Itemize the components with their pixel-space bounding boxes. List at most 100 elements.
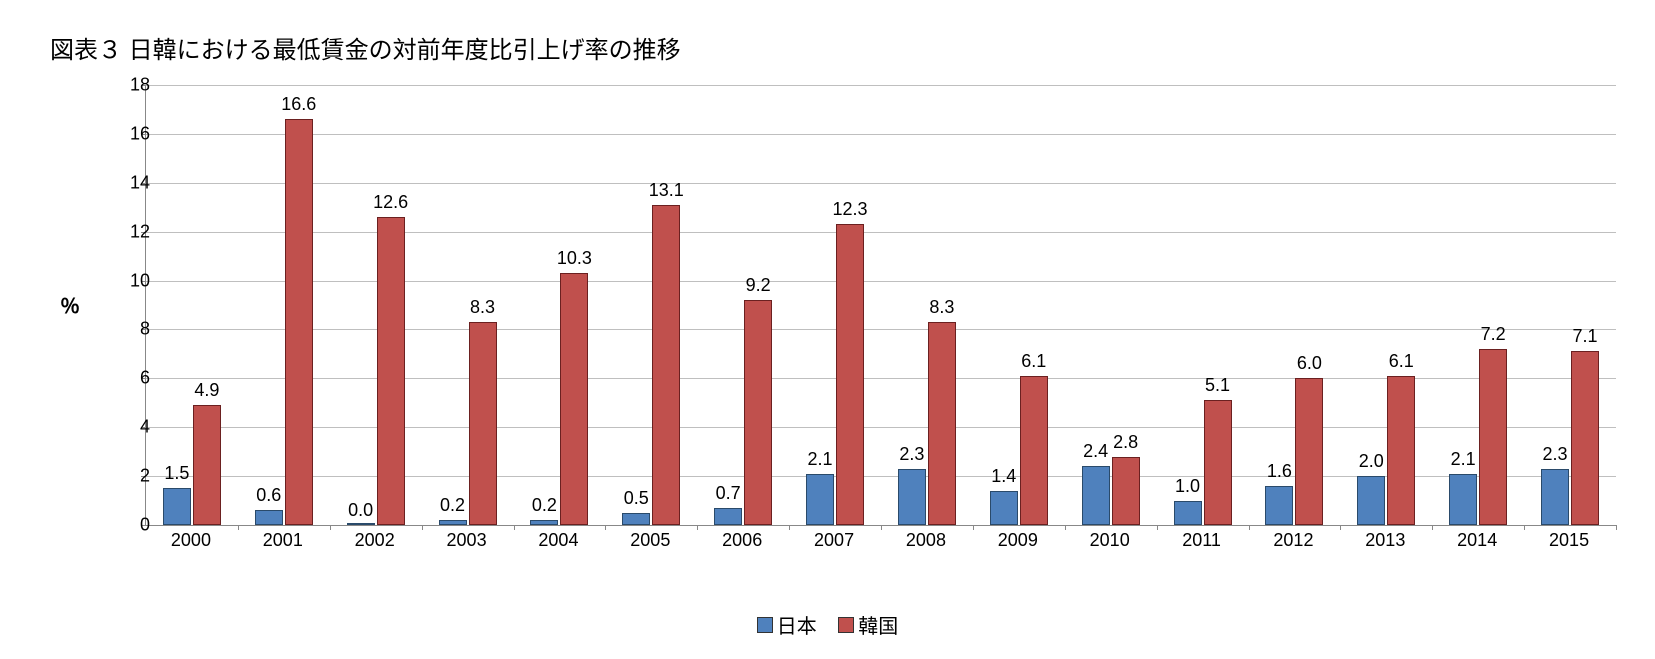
bar-korea: [469, 322, 497, 525]
legend: 日本 韓国: [30, 610, 1625, 639]
x-tick-label: 2014: [1457, 530, 1497, 551]
x-tick-label: 2000: [171, 530, 211, 551]
x-tick-label: 2012: [1273, 530, 1313, 551]
value-label-korea: 6.0: [1297, 353, 1322, 374]
y-tick-label: 8: [110, 319, 150, 340]
bar-japan: [898, 469, 926, 525]
bar-japan: [714, 508, 742, 525]
value-label-korea: 6.1: [1021, 351, 1046, 372]
value-label-japan: 0.2: [532, 495, 557, 516]
bar-korea: [744, 300, 772, 525]
x-tick-label: 2004: [538, 530, 578, 551]
bar-japan: [1265, 486, 1293, 525]
bar-korea: [1479, 349, 1507, 525]
value-label-korea: 6.1: [1389, 351, 1414, 372]
y-tick-label: 4: [110, 417, 150, 438]
bar-japan: [347, 523, 375, 525]
bar-japan: [255, 510, 283, 525]
legend-item-japan: 日本: [757, 610, 817, 639]
bar-japan: [1541, 469, 1569, 525]
value-label-korea: 16.6: [281, 94, 316, 115]
bar-japan: [1174, 501, 1202, 525]
value-label-japan: 0.7: [716, 483, 741, 504]
x-tick-label: 2008: [906, 530, 946, 551]
bar-japan: [1357, 476, 1385, 525]
x-tick-label: 2011: [1182, 530, 1221, 551]
x-tick-label: 2010: [1090, 530, 1130, 551]
value-label-korea: 8.3: [470, 297, 495, 318]
y-tick-label: 0: [110, 515, 150, 536]
value-label-japan: 0.0: [348, 500, 373, 521]
x-tick-label: 2001: [263, 530, 303, 551]
value-label-korea: 8.3: [929, 297, 954, 318]
value-label-japan: 2.4: [1083, 441, 1108, 462]
chart-title: 図表３ 日韓における最低賃金の対前年度比引上げ率の推移: [50, 30, 1625, 65]
y-tick-label: 6: [110, 368, 150, 389]
bar-korea: [928, 322, 956, 525]
bar-japan: [990, 491, 1018, 525]
bar-korea: [1571, 351, 1599, 525]
value-label-korea: 12.3: [833, 199, 868, 220]
bar-korea: [1112, 457, 1140, 525]
value-label-korea: 7.1: [1573, 326, 1598, 347]
value-label-korea: 4.9: [194, 380, 219, 401]
y-tick-label: 2: [110, 466, 150, 487]
value-label-japan: 1.4: [991, 466, 1016, 487]
value-label-japan: 0.6: [256, 485, 281, 506]
y-tick-label: 14: [110, 172, 150, 193]
grid-line: [146, 232, 1616, 233]
grid-line: [146, 281, 1616, 282]
y-tick-label: 10: [110, 270, 150, 291]
bar-japan: [1449, 474, 1477, 525]
x-tick-label: 2002: [355, 530, 395, 551]
x-tick-label: 2003: [447, 530, 487, 551]
value-label-japan: 1.5: [164, 463, 189, 484]
y-tick-label: 12: [110, 221, 150, 242]
x-tick-label: 2007: [814, 530, 854, 551]
grid-line: [146, 134, 1616, 135]
value-label-korea: 5.1: [1205, 375, 1230, 396]
value-label-korea: 9.2: [746, 275, 771, 296]
x-tick-label: 2006: [722, 530, 762, 551]
value-label-japan: 2.0: [1359, 451, 1384, 472]
value-label-japan: 2.3: [899, 444, 924, 465]
value-label-japan: 2.3: [1543, 444, 1568, 465]
value-label-korea: 2.8: [1113, 432, 1138, 453]
bar-japan: [163, 488, 191, 525]
x-tick-label: 2005: [630, 530, 670, 551]
legend-item-korea: 韓国: [838, 610, 898, 639]
y-tick-label: 18: [110, 75, 150, 96]
bar-korea: [1204, 400, 1232, 525]
bar-japan: [622, 513, 650, 525]
chart-container: ％ 1.54.90.616.60.012.60.28.30.210.30.513…: [50, 75, 1630, 595]
bar-japan: [1082, 466, 1110, 525]
x-tick-label: 2015: [1549, 530, 1589, 551]
bar-korea: [377, 217, 405, 525]
y-axis-label: ％: [60, 290, 80, 319]
value-label-japan: 0.5: [624, 488, 649, 509]
grid-line: [146, 329, 1616, 330]
bar-korea: [836, 224, 864, 525]
value-label-japan: 1.6: [1267, 461, 1292, 482]
value-label-japan: 1.0: [1175, 476, 1200, 497]
value-label-korea: 12.6: [373, 192, 408, 213]
bar-japan: [530, 520, 558, 525]
bar-korea: [285, 119, 313, 525]
legend-label-japan: 日本: [777, 610, 817, 639]
value-label-korea: 7.2: [1481, 324, 1506, 345]
legend-swatch-japan: [757, 617, 773, 633]
grid-line: [146, 85, 1616, 86]
x-tick-label: 2013: [1365, 530, 1405, 551]
bar-korea: [1387, 376, 1415, 525]
bar-japan: [806, 474, 834, 525]
bar-korea: [1020, 376, 1048, 525]
plot-area: 1.54.90.616.60.012.60.28.30.210.30.513.1…: [145, 85, 1616, 526]
legend-swatch-korea: [838, 617, 854, 633]
y-tick-label: 16: [110, 123, 150, 144]
bar-korea: [560, 273, 588, 525]
value-label-korea: 13.1: [649, 180, 684, 201]
value-label-japan: 2.1: [1451, 449, 1476, 470]
bar-korea: [652, 205, 680, 525]
value-label-japan: 2.1: [808, 449, 833, 470]
grid-line: [146, 183, 1616, 184]
